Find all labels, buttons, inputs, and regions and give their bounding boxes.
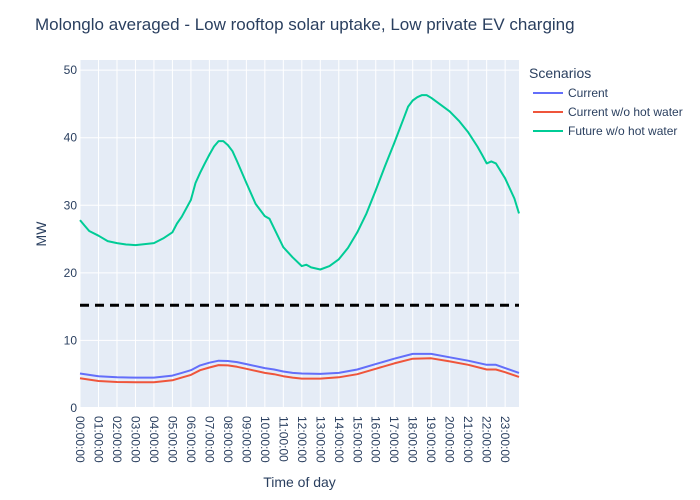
- series-layer: [79, 94, 520, 384]
- y-tick-label: 0: [70, 401, 77, 415]
- series-line-2[interactable]: [79, 357, 520, 384]
- x-tick-label: 21:00:00: [461, 416, 475, 463]
- x-tick-label: 03:00:00: [128, 416, 142, 463]
- x-tick-label: 10:00:00: [258, 416, 272, 463]
- x-tick-label: 12:00:00: [295, 416, 309, 463]
- chart-title: Molonglo averaged - Low rooftop solar up…: [35, 15, 575, 34]
- x-axis-title: Time of day: [263, 474, 336, 490]
- x-tick-label: 15:00:00: [350, 416, 364, 463]
- legend-label: Current: [568, 86, 609, 100]
- x-tick-label: 04:00:00: [147, 416, 161, 463]
- x-axis-ticks: 00:00:00 01:00:00 02:00:00 03:00:00 04:00:00…: [73, 416, 512, 463]
- x-tick-label: 22:00:00: [480, 416, 494, 463]
- x-tick-label: 18:00:00: [406, 416, 420, 463]
- x-tick-label: 01:00:00: [91, 416, 105, 463]
- legend-item[interactable]: Current: [533, 86, 609, 100]
- legend-title: Scenarios: [529, 65, 591, 81]
- legend-item[interactable]: Future w/o hot water: [533, 124, 677, 138]
- x-tick-label: 07:00:00: [202, 416, 216, 463]
- x-tick-label: 05:00:00: [165, 416, 179, 463]
- plot-area: [80, 60, 519, 408]
- x-tick-label: 23:00:00: [498, 416, 512, 463]
- x-tick-label: 08:00:00: [221, 416, 235, 463]
- legend-label: Current w/o hot water: [568, 105, 683, 119]
- legend-item[interactable]: Current w/o hot water: [533, 105, 683, 119]
- x-tick-label: 16:00:00: [369, 416, 383, 463]
- x-tick-label: 09:00:00: [239, 416, 253, 463]
- y-axis-title: MW: [33, 221, 49, 247]
- x-tick-label: 20:00:00: [443, 416, 457, 463]
- x-tick-label: 00:00:00: [73, 416, 87, 463]
- series-line-1[interactable]: [79, 352, 520, 379]
- legend-label: Future w/o hot water: [568, 124, 677, 138]
- y-tick-label: 40: [64, 131, 78, 145]
- y-tick-label: 30: [64, 198, 78, 212]
- legend[interactable]: Scenarios Current Current w/o hot water Fu…: [529, 65, 683, 138]
- x-tick-label: 19:00:00: [424, 416, 438, 463]
- x-tick-label: 06:00:00: [184, 416, 198, 463]
- grid: [79, 60, 519, 409]
- y-tick-label: 50: [64, 63, 78, 77]
- y-axis-ticks: 0 10 20 30 40 50: [64, 63, 78, 415]
- x-tick-label: 14:00:00: [332, 416, 346, 463]
- x-tick-label: 02:00:00: [110, 416, 124, 463]
- x-tick-label: 13:00:00: [313, 416, 327, 463]
- y-tick-label: 20: [64, 266, 78, 280]
- x-tick-label: 17:00:00: [387, 416, 401, 463]
- series-line-3[interactable]: [79, 94, 520, 271]
- y-tick-label: 10: [64, 333, 78, 347]
- x-tick-label: 11:00:00: [276, 416, 290, 462]
